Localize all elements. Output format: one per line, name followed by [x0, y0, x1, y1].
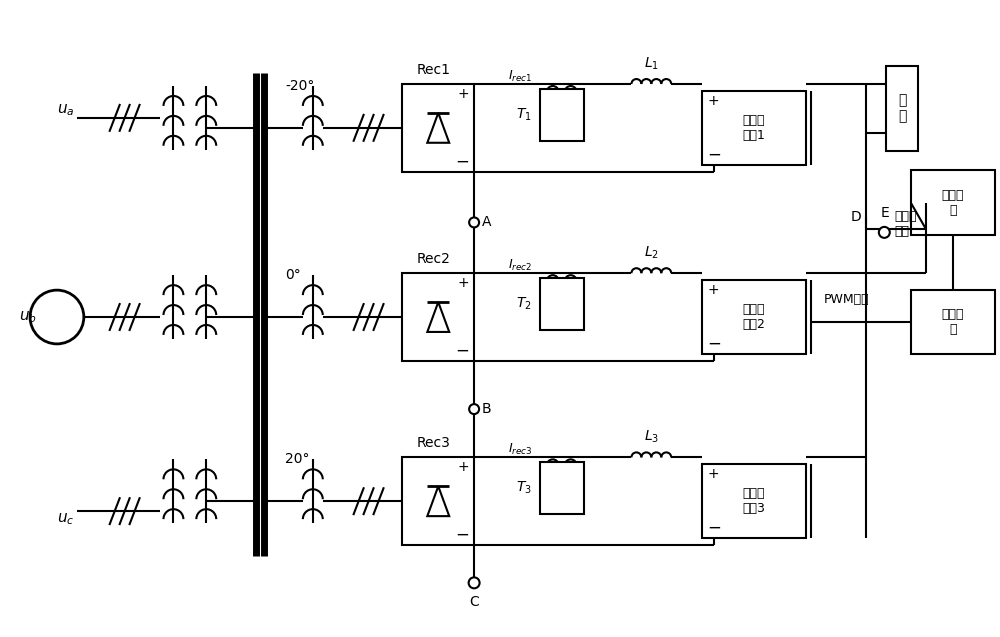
Text: Rec1: Rec1	[416, 63, 450, 77]
Text: B: B	[482, 402, 492, 416]
Bar	[702, 464, 806, 538]
Text: 20°: 20°	[285, 452, 309, 466]
Text: $L_1$: $L_1$	[644, 55, 659, 72]
Text: $u_b$: $u_b$	[19, 309, 37, 325]
Bar	[540, 462, 584, 514]
Text: +: +	[708, 468, 719, 482]
Text: 控制电
路: 控制电 路	[942, 189, 964, 217]
Circle shape	[469, 217, 479, 227]
Text: 单相逆
变器1: 单相逆 变器1	[742, 114, 765, 142]
Text: 0°: 0°	[285, 268, 301, 282]
Circle shape	[469, 404, 479, 414]
Bar	[402, 457, 474, 545]
Text: -20°: -20°	[285, 79, 314, 93]
Bar	[886, 66, 918, 151]
Text: $L_2$: $L_2$	[644, 245, 659, 261]
Text: PWM脉冲: PWM脉冲	[824, 292, 869, 306]
Text: 驱动电
路: 驱动电 路	[942, 308, 964, 336]
Text: E: E	[881, 206, 890, 220]
Text: C: C	[469, 595, 479, 609]
Text: +: +	[458, 87, 469, 101]
Text: 单相逆
变器2: 单相逆 变器2	[742, 303, 765, 331]
Text: $u_c$: $u_c$	[57, 512, 74, 527]
Bar	[702, 280, 806, 354]
Circle shape	[30, 290, 84, 344]
Text: 单相逆
变器3: 单相逆 变器3	[742, 487, 765, 515]
Circle shape	[469, 577, 480, 589]
Bar	[540, 278, 584, 330]
Text: −: −	[455, 342, 469, 360]
Bar	[402, 84, 474, 171]
Bar	[702, 91, 806, 165]
Text: $T_2$: $T_2$	[516, 296, 532, 312]
Text: Rec3: Rec3	[416, 436, 450, 450]
Text: $I_{rec1}$: $I_{rec1}$	[508, 69, 532, 83]
Text: $u_a$: $u_a$	[57, 102, 74, 118]
Text: +: +	[708, 94, 719, 108]
Text: $I_{rec3}$: $I_{rec3}$	[508, 442, 532, 457]
Text: 传感器
采样: 传感器 采样	[894, 210, 917, 238]
Circle shape	[879, 227, 890, 238]
Text: −: −	[708, 335, 721, 353]
Text: −: −	[455, 153, 469, 171]
Text: 负
载: 负 载	[898, 93, 906, 124]
Text: A: A	[482, 215, 492, 229]
Text: $T_1$: $T_1$	[516, 106, 532, 123]
Text: −: −	[708, 146, 721, 164]
Bar	[911, 170, 995, 235]
Text: +: +	[458, 461, 469, 475]
Bar	[540, 89, 584, 141]
Text: D: D	[851, 210, 861, 224]
Text: +: +	[458, 276, 469, 290]
Text: −: −	[708, 519, 721, 537]
Bar	[402, 273, 474, 361]
Text: $T_3$: $T_3$	[516, 480, 532, 496]
Text: Rec2: Rec2	[416, 252, 450, 266]
Text: −: −	[455, 526, 469, 544]
Text: $L_3$: $L_3$	[644, 429, 659, 445]
Text: +: +	[708, 283, 719, 297]
Text: $I_{rec2}$: $I_{rec2}$	[508, 258, 532, 273]
Bar	[911, 290, 995, 354]
